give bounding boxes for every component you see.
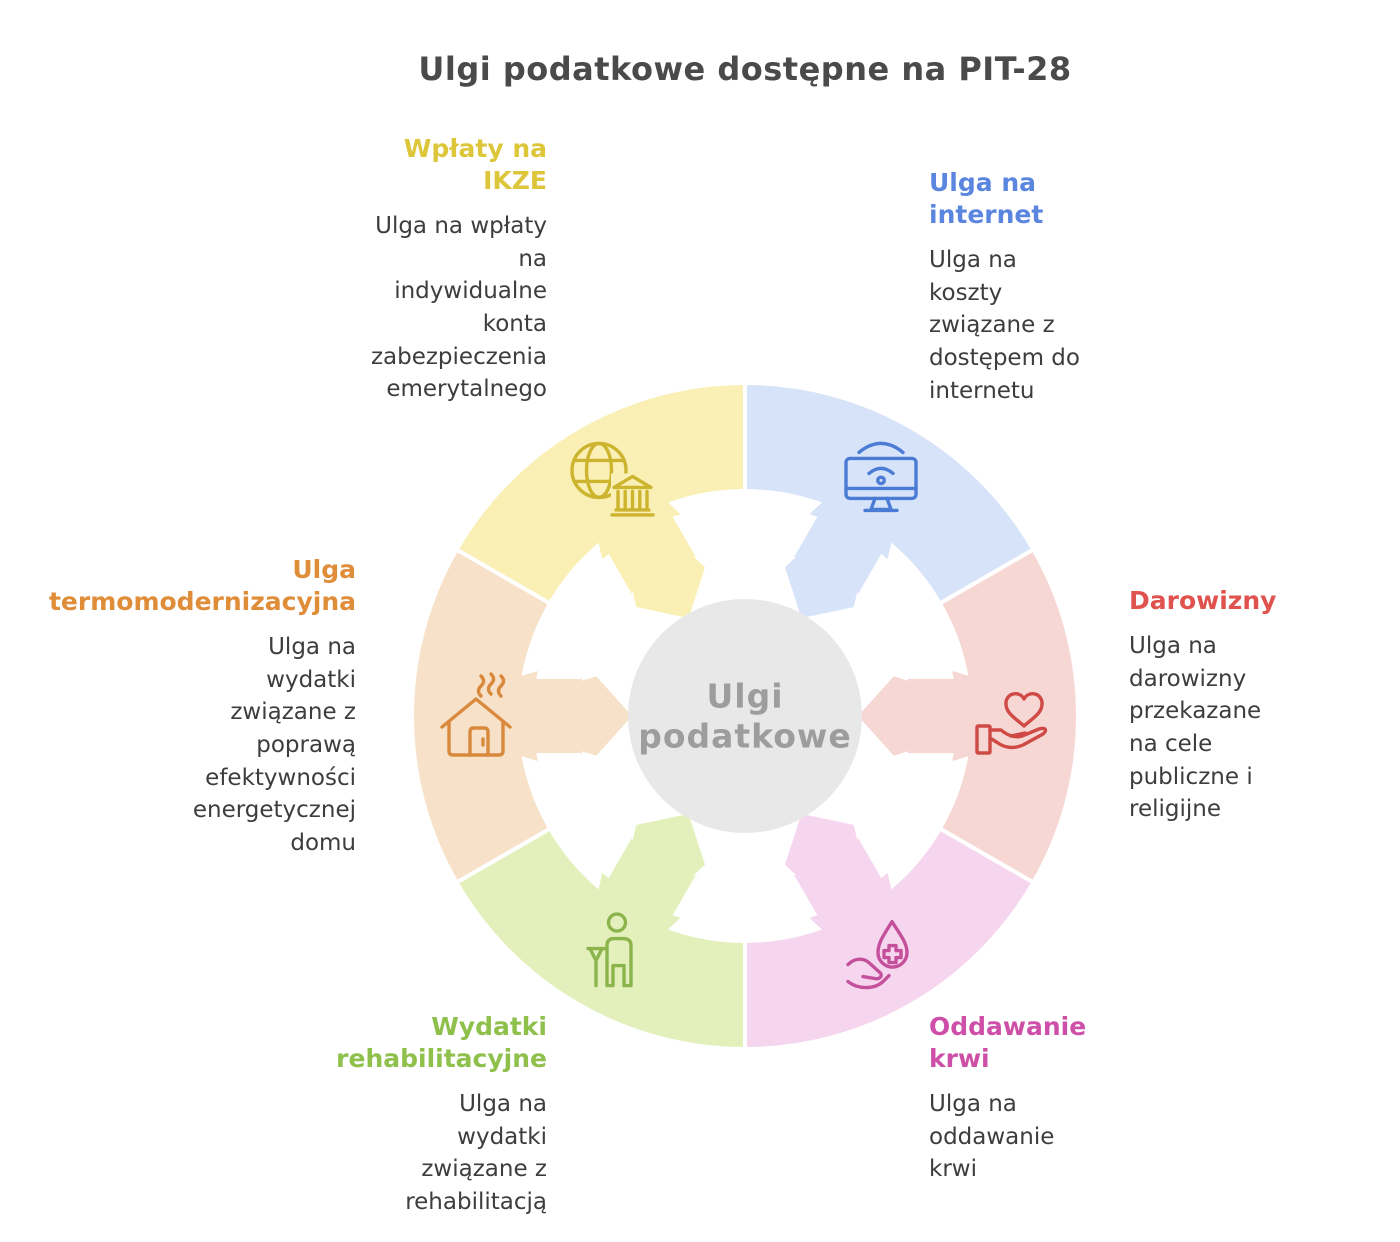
oddawanie-krwi-arrow bbox=[780, 813, 900, 948]
section-body: Ulga na koszty związane z dostępem do in… bbox=[929, 247, 1080, 404]
section-heading: Ulga na internet bbox=[929, 168, 1044, 229]
globe-bank-icon bbox=[570, 441, 655, 518]
house-heat-icon bbox=[440, 672, 512, 757]
monitor-wifi-icon bbox=[844, 441, 918, 513]
person-crutch-icon bbox=[586, 912, 633, 988]
flow-arrow bbox=[841, 751, 969, 890]
center-circle bbox=[628, 599, 862, 833]
section-darowizny: Darowizny Ulga na darowizny przekazane n… bbox=[1129, 585, 1349, 826]
section-wplaty-na-ikze: Wpłaty na IKZE Ulga na wpłaty na indywid… bbox=[307, 133, 547, 406]
flow-arrow bbox=[521, 751, 649, 890]
flow-arrow bbox=[668, 827, 822, 943]
flow-arrow bbox=[841, 542, 969, 681]
flow-arrow bbox=[668, 489, 822, 605]
darowizny-arrow bbox=[858, 666, 991, 766]
section-heading: Oddawanie krwi bbox=[929, 1012, 1087, 1073]
section-oddawanie-krwi: Oddawanie krwi Ulga na oddawanie krwi bbox=[929, 1011, 1169, 1186]
section-body: Ulga na wydatki związane z rehabilitacją bbox=[405, 1091, 547, 1215]
section-ulga-na-internet: Ulga na internet Ulga na koszty związane… bbox=[929, 167, 1169, 407]
page-title: Ulgi podatkowe dostępne na PIT-28 bbox=[418, 50, 1072, 88]
center-label: Ulgi podatkowe bbox=[638, 676, 852, 755]
section-body: Ulga na wpłaty na indywidualne konta zab… bbox=[370, 213, 547, 403]
section-wydatki-rehabilitacyjne: Wydatki rehabilitacyjne Ulga na wydatki … bbox=[257, 1011, 547, 1219]
section-body: Ulga na wydatki związane z poprawą efekt… bbox=[192, 634, 356, 856]
heart-hand-icon bbox=[975, 692, 1048, 755]
ulga-termomodernizacyjna-arrow bbox=[499, 666, 632, 766]
section-body: Ulga na oddawanie krwi bbox=[929, 1091, 1055, 1183]
flow-arrow bbox=[521, 542, 649, 681]
ulga-na-internet-arrow bbox=[780, 484, 900, 619]
section-heading: Wydatki rehabilitacyjne bbox=[336, 1012, 547, 1073]
section-heading: Ulga termomodernizacyjna bbox=[48, 555, 356, 616]
blood-drop-hand-icon bbox=[846, 919, 909, 990]
section-ulga-termomodernizacyjna: Ulga termomodernizacyjna Ulga na wydatki… bbox=[0, 554, 356, 860]
section-heading: Darowizny bbox=[1129, 586, 1277, 615]
section-heading: Wpłaty na IKZE bbox=[403, 134, 547, 195]
wplaty-na-ikze-arrow bbox=[590, 484, 710, 619]
section-body: Ulga na darowizny przekazane na cele pub… bbox=[1129, 633, 1262, 823]
